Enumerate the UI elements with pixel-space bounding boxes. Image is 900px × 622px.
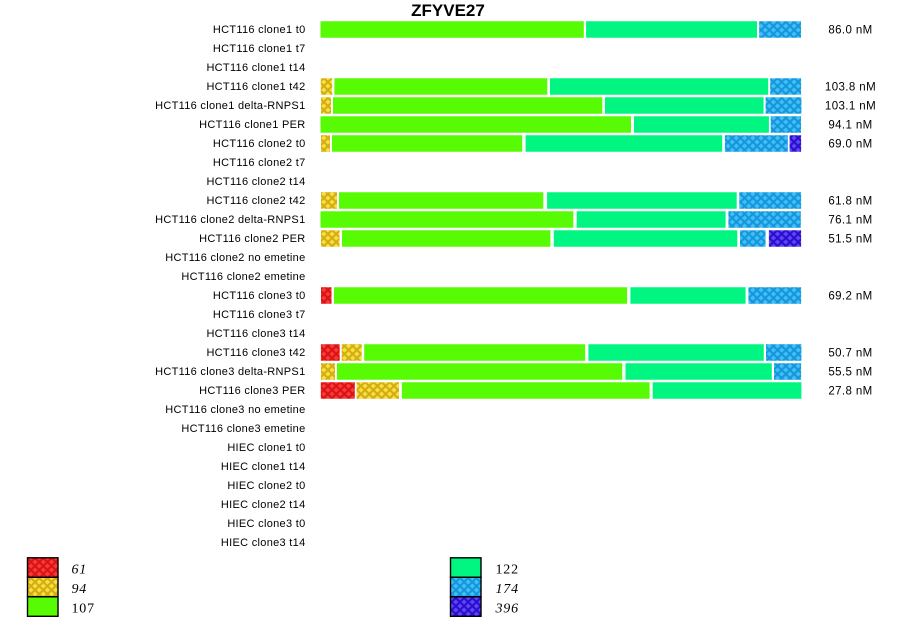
svg-text:107: 107	[72, 602, 95, 617]
svg-text:HCT116 clone2 PER: HCT116 clone2 PER	[199, 233, 305, 245]
svg-text:69.2 nM: 69.2 nM	[828, 290, 872, 302]
svg-text:HCT116 clone2 delta-RNPS1: HCT116 clone2 delta-RNPS1	[155, 214, 305, 226]
svg-text:HCT116 clone3 t42: HCT116 clone3 t42	[206, 347, 305, 359]
svg-text:HIEC clone2 t0: HIEC clone2 t0	[227, 480, 305, 492]
svg-text:103.1 nM: 103.1 nM	[825, 100, 876, 112]
svg-text:396: 396	[495, 602, 519, 617]
svg-text:61: 61	[72, 563, 88, 578]
svg-text:HCT116 clone1 delta-RNPS1: HCT116 clone1 delta-RNPS1	[155, 100, 305, 112]
svg-text:HCT116 clone1 t14: HCT116 clone1 t14	[206, 62, 305, 74]
svg-text:HCT116 clone3 emetine: HCT116 clone3 emetine	[181, 423, 305, 435]
svg-text:HIEC clone3 t0: HIEC clone3 t0	[227, 518, 305, 530]
svg-text:76.1 nM: 76.1 nM	[828, 214, 872, 226]
svg-text:HIEC clone1 t14: HIEC clone1 t14	[221, 461, 306, 473]
svg-text:HCT116 clone1 PER: HCT116 clone1 PER	[199, 119, 305, 131]
svg-text:ZFYVE27: ZFYVE27	[411, 1, 485, 20]
svg-text:HCT116 clone2 no emetine: HCT116 clone2 no emetine	[165, 252, 305, 264]
svg-text:HCT116 clone3 t14: HCT116 clone3 t14	[206, 328, 305, 340]
svg-text:HCT116 clone3 no emetine: HCT116 clone3 no emetine	[165, 404, 305, 416]
svg-text:50.7 nM: 50.7 nM	[828, 347, 872, 359]
svg-text:27.8 nM: 27.8 nM	[828, 385, 872, 397]
svg-text:174: 174	[496, 582, 519, 597]
svg-text:HCT116 clone1 t42: HCT116 clone1 t42	[206, 81, 305, 93]
svg-text:51.5 nM: 51.5 nM	[828, 233, 872, 245]
svg-text:HIEC clone2 t14: HIEC clone2 t14	[221, 499, 306, 511]
svg-text:122: 122	[496, 563, 519, 578]
svg-text:HCT116 clone3 delta-RNPS1: HCT116 clone3 delta-RNPS1	[155, 366, 305, 378]
svg-text:HCT116 clone3 t0: HCT116 clone3 t0	[213, 290, 306, 302]
svg-text:HCT116 clone1 t7: HCT116 clone1 t7	[213, 43, 306, 55]
svg-text:HCT116 clone3 PER: HCT116 clone3 PER	[199, 385, 305, 397]
svg-text:69.0 nM: 69.0 nM	[828, 138, 872, 150]
svg-text:94: 94	[72, 582, 88, 597]
svg-text:HIEC clone3 t14: HIEC clone3 t14	[221, 537, 306, 549]
svg-text:94.1 nM: 94.1 nM	[828, 119, 872, 131]
svg-text:HCT116 clone2 t42: HCT116 clone2 t42	[206, 195, 305, 207]
svg-text:HIEC clone1 t0: HIEC clone1 t0	[227, 442, 305, 454]
svg-text:HCT116 clone2 t14: HCT116 clone2 t14	[206, 176, 305, 188]
svg-text:HCT116 clone3 t7: HCT116 clone3 t7	[213, 309, 306, 321]
svg-text:HCT116 clone1 t0: HCT116 clone1 t0	[213, 24, 306, 36]
svg-text:HCT116 clone2 emetine: HCT116 clone2 emetine	[181, 271, 305, 283]
svg-text:86.0 nM: 86.0 nM	[828, 24, 872, 36]
svg-text:61.8 nM: 61.8 nM	[828, 195, 872, 207]
svg-text:HCT116 clone2 t7: HCT116 clone2 t7	[213, 157, 306, 169]
svg-text:55.5 nM: 55.5 nM	[828, 366, 872, 378]
svg-text:103.8 nM: 103.8 nM	[825, 81, 876, 93]
svg-text:HCT116 clone2 t0: HCT116 clone2 t0	[213, 138, 306, 150]
